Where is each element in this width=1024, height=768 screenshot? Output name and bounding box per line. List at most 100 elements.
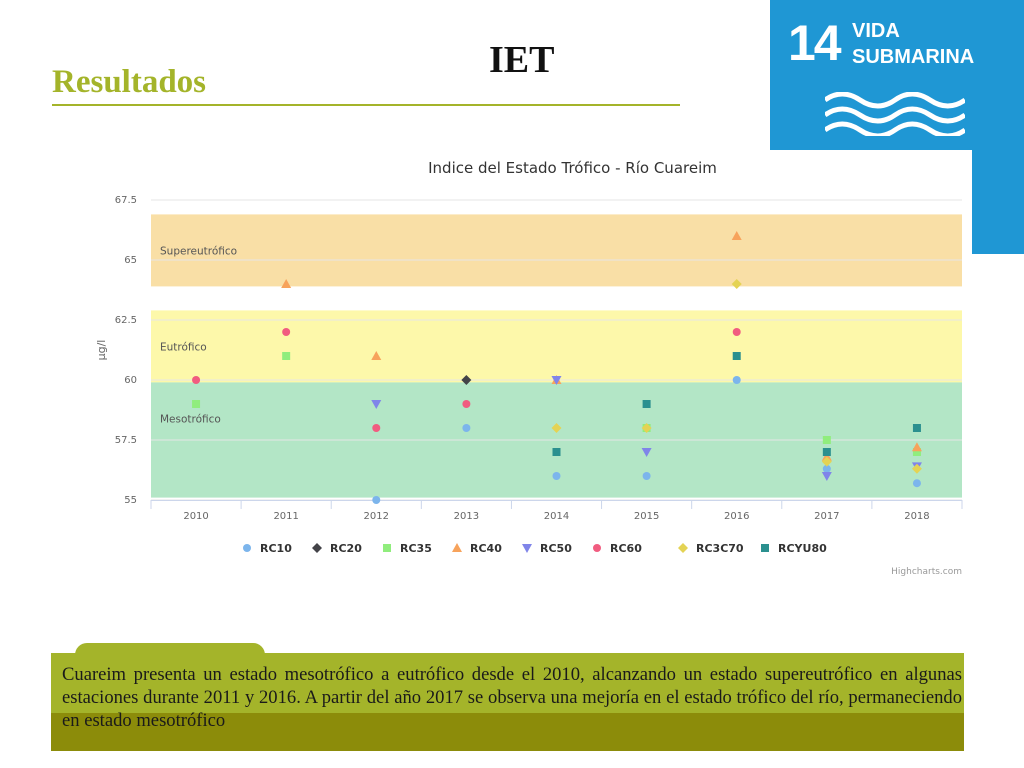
legend-item-rc50: RC50	[522, 542, 572, 555]
legend-symbol	[312, 543, 322, 553]
x-tick-label: 2017	[814, 511, 839, 522]
data-point	[912, 479, 921, 488]
plot-band-label: Eutrófico	[160, 341, 207, 353]
x-tick-label: 2013	[454, 511, 479, 522]
series-rc20	[461, 375, 472, 385]
plot-band-2	[151, 310, 962, 383]
legend-item-rc3c70: RC3C70	[678, 542, 744, 555]
data-point	[822, 464, 831, 473]
trophic-state-chart: Indice del Estado Trófico - Río Cuareim S…	[95, 159, 963, 577]
data-point	[641, 423, 652, 433]
plot-band-1	[151, 214, 962, 287]
data-point	[911, 463, 922, 474]
legend-symbol	[593, 544, 601, 552]
sdg-14-logo: 14 VIDA SUBMARINA	[770, 0, 1024, 150]
data-point	[642, 472, 651, 480]
series-rc60	[192, 328, 741, 432]
sdg-label-line2: SUBMARINA	[852, 46, 975, 68]
title-underline	[52, 104, 680, 106]
data-point	[912, 424, 921, 432]
data-point	[732, 352, 741, 360]
slide-heading: IET	[489, 39, 555, 81]
x-tick-label: 2011	[273, 511, 298, 522]
x-tick-label: 2012	[364, 511, 389, 522]
data-point	[462, 400, 471, 408]
plot-band-label: Mesotrófico	[160, 413, 221, 425]
plot-band-label: Supereutrófico	[160, 245, 237, 257]
data-point	[552, 472, 561, 480]
legend-label: RC50	[540, 542, 572, 555]
y-axis-label: µg/l	[95, 340, 108, 361]
legend-label: RC10	[260, 542, 292, 555]
legend-label: RC35	[400, 542, 432, 555]
legend-symbol	[678, 543, 688, 553]
y-tick-label: 62.5	[115, 315, 137, 326]
data-point	[911, 442, 922, 452]
data-point	[282, 328, 291, 336]
legend-item-rc10: RC10	[243, 542, 292, 555]
data-point	[731, 279, 742, 289]
y-tick-label: 67.5	[115, 195, 137, 206]
chart-credits: Highcharts.com	[891, 567, 962, 577]
legend-label: RCYU80	[778, 542, 827, 555]
summary-text: Cuareim presenta un estado mesotrófico a…	[62, 664, 962, 731]
data-point	[821, 456, 832, 467]
data-point	[372, 424, 381, 432]
legend-item-rc60: RC60	[593, 542, 642, 555]
footer-highlight	[51, 653, 964, 713]
chart-title: Indice del Estado Trófico - Río Cuareim	[428, 159, 717, 177]
data-point	[732, 376, 741, 384]
legend-symbol	[383, 544, 391, 552]
legend-label: RC40	[470, 542, 502, 555]
legend-item-rc35: RC35	[383, 542, 432, 555]
data-point	[192, 376, 201, 384]
slide-title: Resultados	[52, 64, 207, 100]
legend-label: RC20	[330, 542, 362, 555]
data-point	[461, 375, 472, 385]
sdg-label-line1: VIDA	[852, 20, 900, 42]
data-point	[462, 424, 471, 432]
data-point	[281, 279, 292, 288]
x-tick-label: 2014	[544, 511, 569, 522]
legend-label: RC60	[610, 542, 642, 555]
data-point	[641, 448, 652, 457]
legend-item-rcyu80: RCYU80	[761, 542, 827, 555]
data-point	[551, 376, 562, 385]
waves-icon	[825, 92, 965, 136]
data-point	[822, 436, 831, 444]
legend-item-rc40: RC40	[452, 542, 502, 555]
data-point	[551, 423, 562, 433]
x-tick-label: 2016	[724, 511, 749, 522]
y-tick-label: 65	[124, 255, 137, 266]
data-point	[821, 451, 832, 461]
x-tick-label: 2010	[183, 511, 208, 522]
data-point	[371, 400, 382, 409]
data-point	[372, 496, 381, 504]
data-point	[912, 448, 921, 456]
data-point	[642, 400, 651, 408]
series-rc3c70	[551, 279, 922, 474]
data-point	[821, 472, 832, 481]
x-tick-label: 2018	[904, 511, 929, 522]
sdg-logo-tail	[972, 150, 1024, 254]
legend-symbol	[761, 544, 769, 552]
y-tick-label: 55	[124, 495, 137, 506]
data-point	[192, 400, 201, 408]
data-point	[371, 351, 382, 360]
series-rc40	[281, 231, 922, 461]
data-point	[552, 448, 561, 456]
data-point	[282, 352, 291, 360]
data-point	[822, 448, 831, 456]
sdg-number: 14	[788, 15, 842, 71]
sdg-label: VIDA SUBMARINA	[852, 18, 974, 70]
series-rc10	[372, 376, 921, 504]
legend-item-rc20: RC20	[312, 542, 362, 555]
legend-symbol	[452, 543, 462, 552]
legend-label: RC3C70	[696, 542, 744, 555]
y-tick-label: 60	[124, 375, 137, 386]
legend-symbol	[243, 544, 251, 552]
data-point	[731, 231, 742, 240]
legend-symbol	[522, 544, 532, 553]
x-tick-label: 2015	[634, 511, 659, 522]
series-rcyu80	[552, 352, 921, 456]
